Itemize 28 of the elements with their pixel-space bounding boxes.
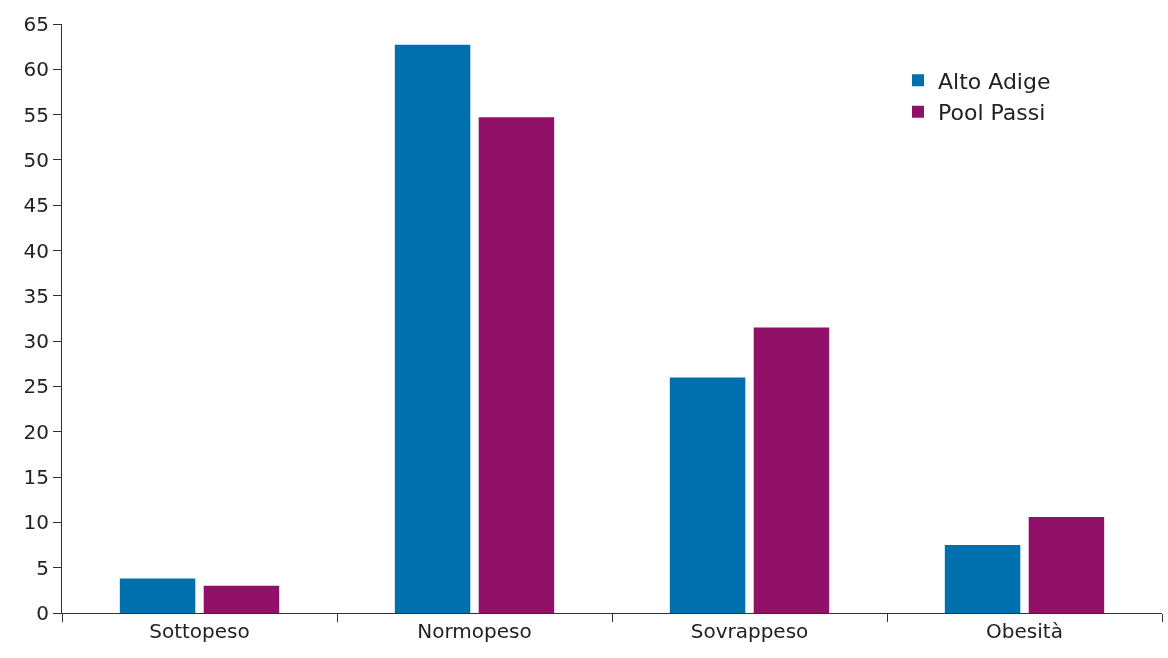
bar — [394, 44, 471, 613]
y-tick-label: 35 — [23, 283, 49, 308]
y-tick-label: 15 — [23, 465, 49, 490]
x-tick-label: Sovrappeso — [690, 619, 809, 643]
y-tick-label: 65 — [23, 12, 49, 36]
bar — [203, 585, 280, 613]
bar — [753, 327, 830, 613]
bar — [1028, 516, 1105, 613]
bar — [944, 545, 1021, 613]
y-tick-label: 45 — [23, 193, 49, 218]
y-tick-label: 60 — [23, 57, 49, 82]
x-tick-label: Obesità — [986, 619, 1063, 643]
y-tick-label: 0 — [36, 601, 49, 625]
y-tick-label: 40 — [23, 238, 49, 263]
bar — [478, 117, 555, 613]
y-tick-label: 55 — [23, 102, 49, 127]
y-tick-label: 25 — [23, 374, 49, 399]
legend-label: Pool Passi — [938, 100, 1046, 126]
y-tick-label: 10 — [23, 510, 49, 535]
x-tick-label: Normopeso — [417, 619, 532, 643]
bar — [119, 578, 196, 613]
bar — [669, 377, 746, 613]
y-tick-label: 30 — [23, 329, 49, 354]
x-tick-label: Sottopeso — [149, 619, 250, 643]
y-tick-label: 20 — [23, 419, 49, 444]
y-tick-label: 50 — [23, 147, 49, 172]
y-tick-label: 5 — [36, 555, 49, 580]
legend-label: Alto Adige — [938, 68, 1051, 94]
